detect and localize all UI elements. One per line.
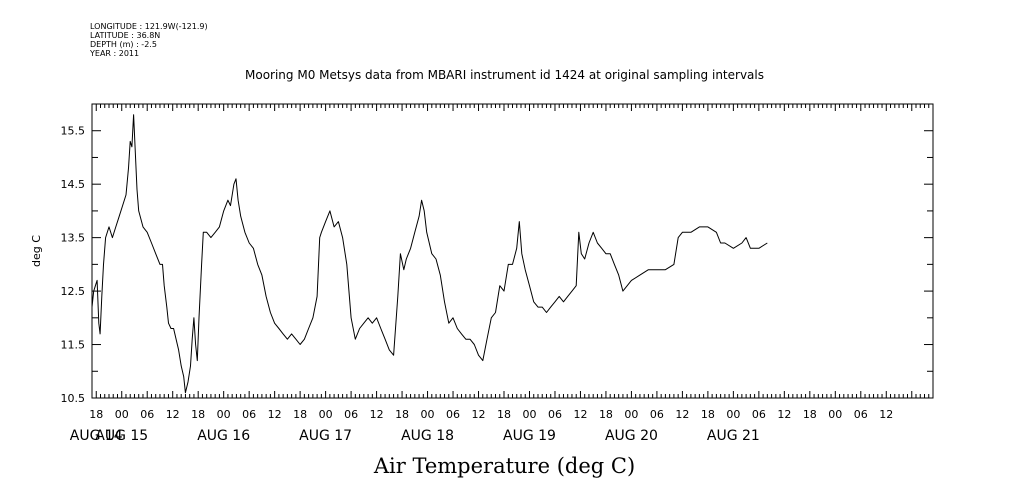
year-text: YEAR : 2011 xyxy=(90,49,140,58)
x-tick-label: 12 xyxy=(472,408,486,421)
x-axis-title: Air Temperature (deg C) xyxy=(373,454,636,478)
x-tick-label: 06 xyxy=(140,408,154,421)
x-tick-label: 06 xyxy=(242,408,256,421)
x-tick-label: 06 xyxy=(344,408,358,421)
x-date-label: AUG 21 xyxy=(707,428,760,444)
x-tick-label: 00 xyxy=(217,408,231,421)
x-tick-label: 00 xyxy=(624,408,638,421)
x-tick-label: 06 xyxy=(854,408,868,421)
x-date-label: AUG 18 xyxy=(401,428,454,444)
x-tick-label: 18 xyxy=(293,408,307,421)
y-tick-label: 13.5 xyxy=(61,232,86,245)
x-tick-label: 12 xyxy=(777,408,791,421)
plot-frame xyxy=(91,103,934,399)
x-tick-label: 18 xyxy=(191,408,205,421)
x-tick-label: 18 xyxy=(395,408,409,421)
axis-tick-labels: 10.5 11.5 12.5 13.5 14.5 15.5 18 00 06 12 18 00 06 12… xyxy=(61,125,894,444)
x-tick-label: 12 xyxy=(166,408,180,421)
x-date-label: AUG 14 xyxy=(70,428,123,444)
chart-title: Mooring M0 Metsys data from MBARI instru… xyxy=(245,68,764,82)
x-date-label: AUG 20 xyxy=(605,428,658,444)
x-tick-label: 18 xyxy=(599,408,613,421)
x-tick-label: 00 xyxy=(828,408,842,421)
y-axis-label: deg C xyxy=(30,235,43,267)
x-tick-label: 00 xyxy=(726,408,740,421)
x-tick-label: 00 xyxy=(319,408,333,421)
x-tick-label: 18 xyxy=(497,408,511,421)
x-tick-label: 06 xyxy=(548,408,562,421)
y-tick-label: 15.5 xyxy=(61,125,86,138)
x-tick-label: 18 xyxy=(803,408,817,421)
y-tick-label: 10.5 xyxy=(61,392,86,405)
x-tick-label: 12 xyxy=(370,408,384,421)
y-tick-label: 11.5 xyxy=(61,339,86,352)
x-tick-label: 00 xyxy=(522,408,536,421)
latitude-text: LATITUDE : 36.8N xyxy=(90,31,161,40)
x-tick-label: 18 xyxy=(701,408,715,421)
x-date-label: AUG 17 xyxy=(299,428,352,444)
x-tick-label: 12 xyxy=(573,408,587,421)
x-tick-label: 18 xyxy=(89,408,103,421)
y-tick-label: 12.5 xyxy=(61,285,86,298)
air-temperature-series-line xyxy=(91,114,768,394)
x-tick-label: 06 xyxy=(752,408,766,421)
x-tick-label: 06 xyxy=(446,408,460,421)
x-date-label: AUG 15 xyxy=(95,428,148,444)
x-date-label: AUG 16 xyxy=(197,428,250,444)
x-tick-label: 12 xyxy=(879,408,893,421)
x-tick-label: 12 xyxy=(675,408,689,421)
x-tick-label: 00 xyxy=(115,408,129,421)
x-date-label: AUG 19 xyxy=(503,428,556,444)
x-tick-label: 06 xyxy=(650,408,664,421)
depth-text: DEPTH (m) : -2.5 xyxy=(90,40,157,49)
y-tick-label: 14.5 xyxy=(61,178,86,191)
x-tick-label: 12 xyxy=(268,408,282,421)
longitude-text: LONGITUDE : 121.9W(-121.9) xyxy=(90,22,208,31)
x-tick-label: 00 xyxy=(421,408,435,421)
axis-ticks xyxy=(91,103,934,399)
